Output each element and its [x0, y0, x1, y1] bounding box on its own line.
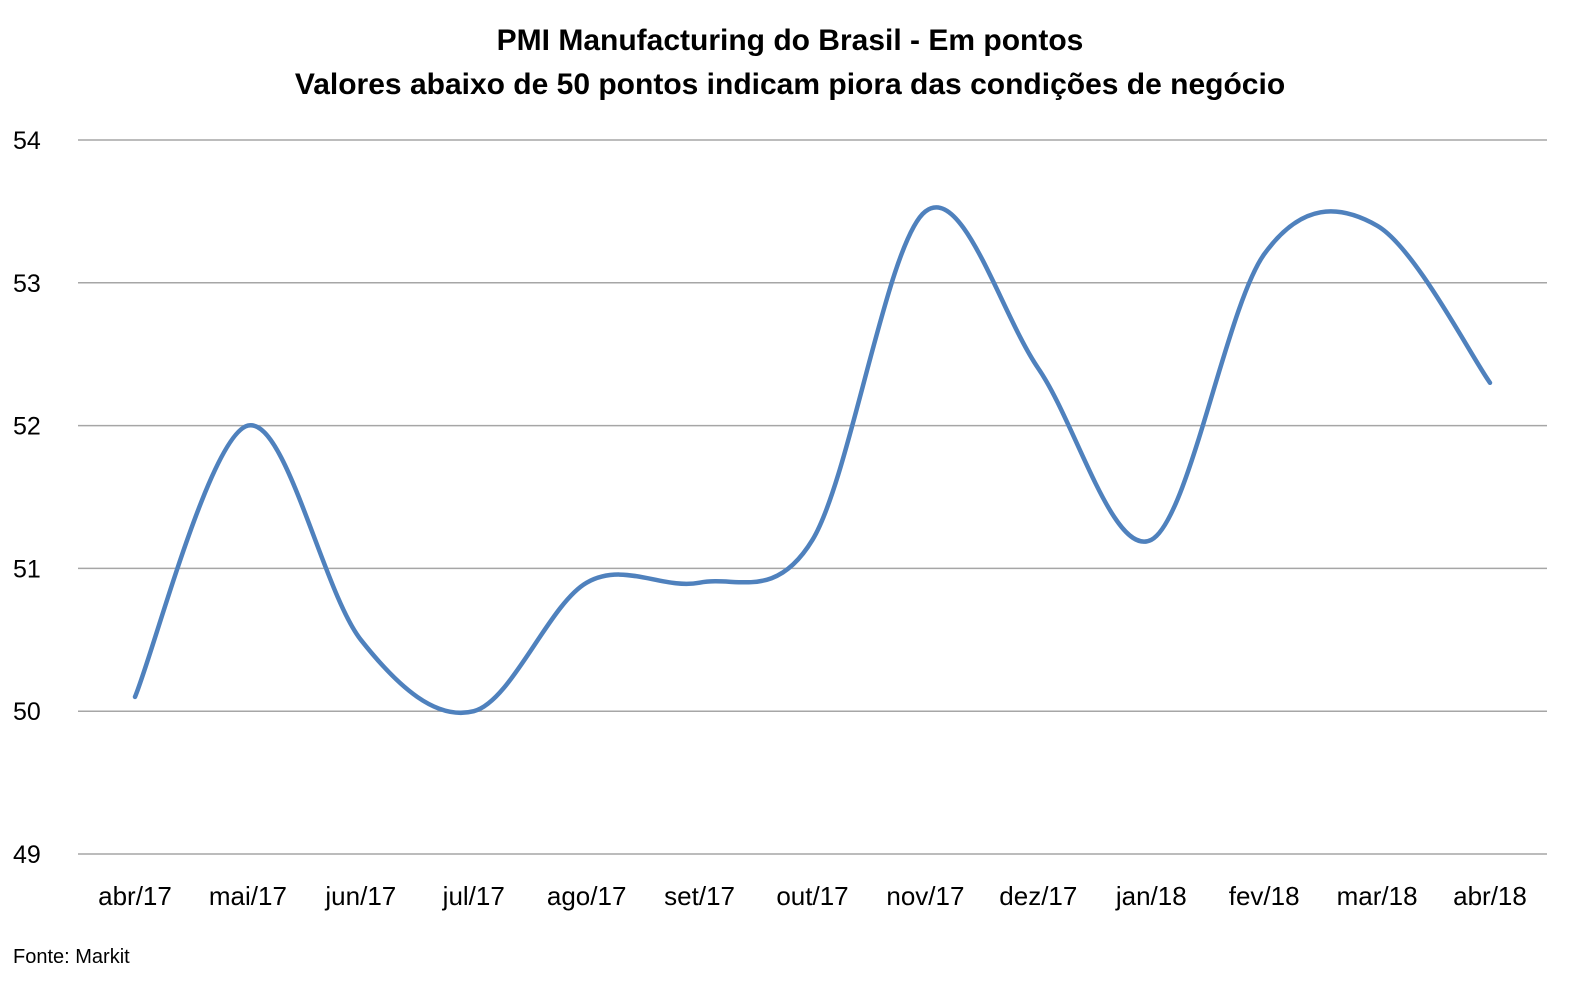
data-point: [359, 638, 363, 642]
data-point: [1488, 381, 1492, 385]
y-tick-label: 52: [13, 413, 41, 441]
data-point: [133, 695, 137, 699]
x-axis: abr/17 mai/17 jun/17 jul/17 ago/17 set/17 out/…: [98, 881, 1527, 911]
chart-title: PMI Manufacturing do Brasil - Em pontos: [496, 24, 1084, 57]
y-tick-label: 54: [13, 127, 41, 155]
y-tick-label: 50: [13, 698, 41, 726]
source-note: Fonte: Markit: [13, 946, 130, 968]
x-tick-label: fev/18: [1229, 881, 1300, 911]
y-axis: 49 50 51 52 53 54: [13, 127, 41, 869]
data-point: [1036, 366, 1040, 370]
data-point: [1262, 252, 1266, 256]
y-tick-label: 51: [13, 555, 41, 583]
data-point: [697, 580, 701, 584]
data-point: [1149, 538, 1153, 542]
data-point: [1375, 223, 1379, 227]
y-tick-label: 53: [13, 270, 41, 298]
x-tick-label: mar/18: [1337, 881, 1418, 911]
x-tick-label: nov/17: [886, 881, 964, 911]
x-tick-label: out/17: [776, 881, 848, 911]
x-tick-label: jun/17: [324, 881, 396, 911]
x-tick-label: jul/17: [442, 881, 505, 911]
data-point: [923, 209, 927, 213]
gridlines: [78, 139, 1547, 855]
data-point: [472, 709, 476, 713]
data-point: [810, 538, 814, 542]
series-layer: [132, 205, 1493, 715]
y-tick-label: 49: [13, 841, 41, 869]
x-tick-label: jan/18: [1115, 881, 1187, 911]
series-line: [132, 205, 1493, 715]
x-tick-label: mai/17: [209, 881, 287, 911]
data-point: [246, 423, 250, 427]
x-tick-label: abr/18: [1453, 881, 1527, 911]
data-point: [584, 580, 588, 584]
x-tick-label: abr/17: [98, 881, 172, 911]
x-tick-label: ago/17: [547, 881, 627, 911]
x-tick-label: dez/17: [999, 881, 1077, 911]
x-tick-label: set/17: [664, 881, 735, 911]
chart-subtitle: Valores abaixo de 50 pontos indicam pior…: [294, 68, 1286, 101]
